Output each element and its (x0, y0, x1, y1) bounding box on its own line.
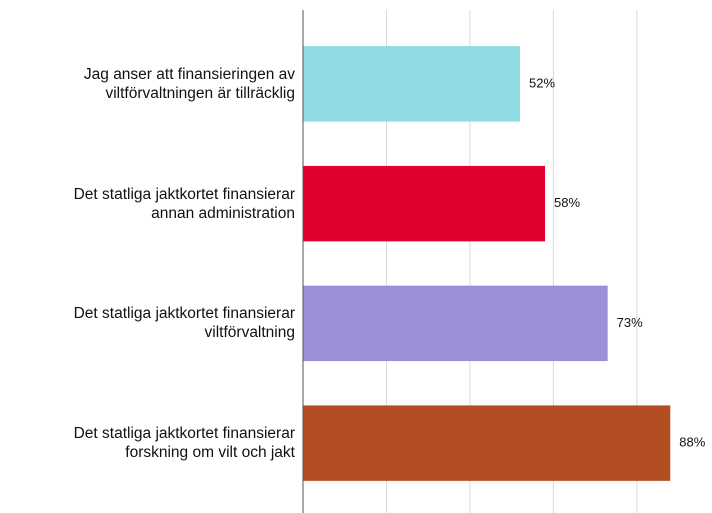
bar (303, 165, 546, 242)
bar (303, 46, 521, 122)
category-label: Jag anser att finansieringen av viltförv… (83, 65, 295, 102)
category-label: Det statliga jaktkortet finansierar fors… (73, 425, 295, 462)
value-label: 58% (554, 195, 580, 210)
bar (303, 285, 608, 362)
value-label: 73% (617, 315, 643, 330)
category-label: Det statliga jaktkortet finansierar vilt… (73, 305, 295, 342)
category-label: Det statliga jaktkortet finansierar anna… (73, 185, 295, 222)
bar (303, 405, 671, 481)
value-label: 88% (679, 435, 705, 450)
value-label: 52% (529, 75, 555, 90)
